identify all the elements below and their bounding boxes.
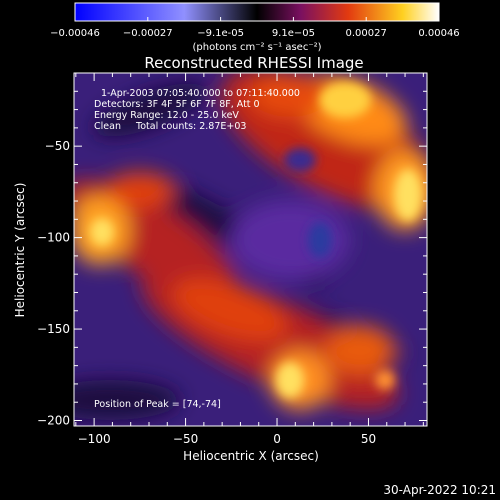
colorbar-unit-label: (photons cm⁻² s⁻¹ asec⁻²) — [192, 42, 321, 53]
y-axis-ticks: −200 −150 −100 −50 — [37, 72, 427, 428]
x-tick-label: −50 — [173, 432, 198, 446]
x-axis-ticks: −100 −50 0 50 — [75, 73, 424, 446]
annotation-peak-position: Position of Peak = [74,-74] — [94, 399, 221, 410]
annotation-energy-range: Energy Range: 12.0 - 25.0 keV — [94, 110, 239, 121]
colorbar-tick-label: 0.00046 — [418, 28, 459, 39]
annotation-time-range: 1-Apr-2003 07:05:40.000 to 07:11:40.000 — [101, 88, 300, 99]
colorbar: −0.00046 −0.00027 −9.1e-05 9.1e−05 0.00027 0.… — [50, 2, 460, 53]
colorbar-gradient — [74, 2, 440, 22]
colorbar-tick-label: −0.00046 — [50, 28, 100, 39]
x-tick-label: 0 — [273, 432, 281, 446]
colorbar-ticks: −0.00046 −0.00027 −9.1e-05 9.1e−05 0.00027 0.… — [50, 17, 460, 39]
colorbar-tick-label: −9.1e-05 — [197, 28, 244, 39]
x-tick-label: −100 — [78, 432, 111, 446]
y-tick-label: −100 — [37, 231, 70, 245]
annotation-clean-counts: Clean Total counts: 2.87E+03 — [94, 121, 246, 132]
colorbar-tick-label: −0.00027 — [123, 28, 173, 39]
annotation-block: 1-Apr-2003 07:05:40.000 to 07:11:40.000 … — [94, 88, 300, 410]
colorbar-tick-label: 0.00027 — [346, 28, 387, 39]
y-tick-label: −150 — [37, 322, 70, 336]
colorbar-tick-label: 9.1e−05 — [272, 28, 315, 39]
y-tick-label: −200 — [37, 414, 70, 428]
plot-frame — [73, 72, 428, 427]
y-tick-label: −50 — [45, 139, 70, 153]
heatmap-image — [74, 73, 427, 426]
chart-title: Reconstructed RHESSI Image — [144, 54, 363, 72]
x-tick-label: 50 — [361, 432, 376, 446]
annotation-detectors: Detectors: 3F 4F 5F 6F 7F 8F, Att 0 — [94, 99, 260, 110]
y-axis-label: Heliocentric Y (arcsec) — [13, 183, 27, 318]
x-axis-label: Heliocentric X (arcsec) — [183, 449, 319, 463]
footer-timestamp: 30-Apr-2022 10:21 — [383, 483, 496, 497]
